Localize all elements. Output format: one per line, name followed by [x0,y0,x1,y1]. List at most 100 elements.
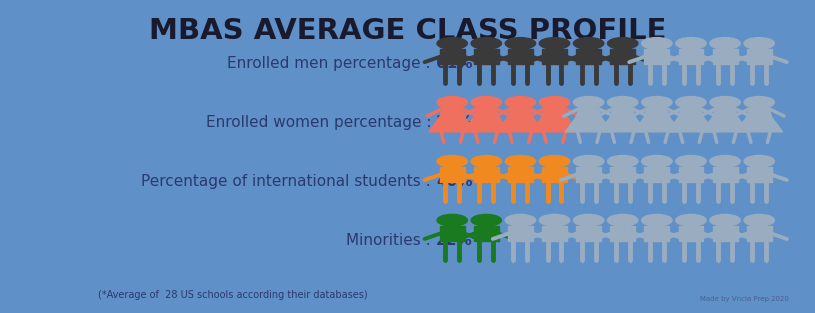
Polygon shape [576,108,601,117]
Polygon shape [542,167,567,182]
Circle shape [676,96,706,108]
Polygon shape [736,117,782,132]
Polygon shape [712,226,738,241]
Text: 22%*: 22%* [436,233,481,248]
Circle shape [437,38,467,49]
Circle shape [505,156,535,167]
Circle shape [437,214,467,226]
Polygon shape [474,226,499,241]
Circle shape [710,38,740,49]
Polygon shape [645,108,669,117]
Circle shape [471,38,501,49]
Circle shape [710,96,740,108]
Polygon shape [747,167,772,182]
Polygon shape [712,49,738,64]
Text: MBAS AVERAGE CLASS PROFILE: MBAS AVERAGE CLASS PROFILE [149,17,666,45]
Polygon shape [463,117,509,132]
Circle shape [710,214,740,226]
Polygon shape [474,108,499,117]
Circle shape [641,156,672,167]
Circle shape [607,96,638,108]
Text: Made by Vncia Prep 2020: Made by Vncia Prep 2020 [700,296,789,302]
Polygon shape [633,117,681,132]
Polygon shape [508,167,533,182]
Polygon shape [497,117,544,132]
Polygon shape [610,167,635,182]
Circle shape [607,156,638,167]
Circle shape [540,214,570,226]
Circle shape [437,96,467,108]
Text: 61%: 61% [436,56,473,71]
Polygon shape [565,117,612,132]
Circle shape [574,156,604,167]
Polygon shape [679,49,703,64]
Circle shape [471,214,501,226]
Polygon shape [667,117,715,132]
Polygon shape [610,226,635,241]
Polygon shape [542,226,567,241]
Polygon shape [440,167,465,182]
Polygon shape [645,167,669,182]
Polygon shape [531,117,578,132]
Polygon shape [508,108,533,117]
Circle shape [744,156,774,167]
Circle shape [744,38,774,49]
Circle shape [744,96,774,108]
Circle shape [641,214,672,226]
Circle shape [437,156,467,167]
Circle shape [540,38,570,49]
Circle shape [676,214,706,226]
Circle shape [641,38,672,49]
Polygon shape [679,226,703,241]
Text: Percentage of international students :: Percentage of international students : [141,174,436,189]
Polygon shape [508,49,533,64]
Text: Enrolled women percentage :: Enrolled women percentage : [205,115,436,130]
Circle shape [540,96,570,108]
Polygon shape [645,226,669,241]
Circle shape [574,214,604,226]
Polygon shape [747,108,772,117]
Circle shape [676,156,706,167]
Text: (*Average of  28 US schools according their databases): (*Average of 28 US schools according the… [98,290,368,300]
Polygon shape [576,226,601,241]
Polygon shape [712,167,738,182]
Circle shape [641,96,672,108]
Text: 39%: 39% [436,115,473,130]
Polygon shape [576,167,601,182]
Circle shape [471,156,501,167]
Polygon shape [610,49,635,64]
Polygon shape [610,108,635,117]
Circle shape [540,156,570,167]
Polygon shape [679,108,703,117]
Circle shape [505,38,535,49]
Text: Enrolled men percentage :: Enrolled men percentage : [227,56,436,71]
Polygon shape [440,108,465,117]
Circle shape [574,96,604,108]
Circle shape [607,214,638,226]
Polygon shape [474,167,499,182]
Circle shape [607,38,638,49]
Text: 40%: 40% [436,174,473,189]
Polygon shape [702,117,748,132]
Circle shape [471,96,501,108]
Polygon shape [542,49,567,64]
Polygon shape [599,117,646,132]
Text: Minorities :: Minorities : [346,233,436,248]
Circle shape [574,38,604,49]
Polygon shape [542,108,567,117]
Polygon shape [429,117,476,132]
Circle shape [505,96,535,108]
Polygon shape [508,226,533,241]
Circle shape [744,214,774,226]
Polygon shape [747,226,772,241]
Circle shape [710,156,740,167]
Circle shape [505,214,535,226]
Circle shape [676,38,706,49]
Polygon shape [712,108,738,117]
Polygon shape [747,49,772,64]
Polygon shape [474,49,499,64]
Polygon shape [440,49,465,64]
Polygon shape [679,167,703,182]
Polygon shape [440,226,465,241]
Polygon shape [645,49,669,64]
